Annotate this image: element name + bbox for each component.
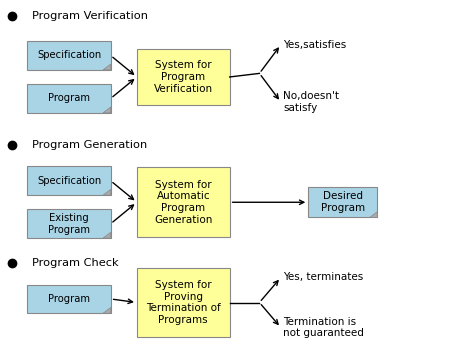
Text: No,doesn't
satisfy: No,doesn't satisfy bbox=[283, 91, 339, 113]
Text: System for
Program
Verification: System for Program Verification bbox=[154, 61, 213, 93]
Text: Yes,satisfies: Yes,satisfies bbox=[283, 40, 347, 50]
FancyBboxPatch shape bbox=[27, 84, 110, 113]
FancyBboxPatch shape bbox=[137, 268, 229, 337]
Text: Existing
Program: Existing Program bbox=[48, 213, 90, 234]
FancyBboxPatch shape bbox=[137, 49, 229, 105]
Polygon shape bbox=[103, 308, 110, 313]
FancyBboxPatch shape bbox=[27, 41, 110, 70]
Text: Specification: Specification bbox=[37, 176, 101, 186]
FancyBboxPatch shape bbox=[27, 209, 110, 238]
Text: Specification: Specification bbox=[37, 50, 101, 61]
Text: Termination is
not guaranteed: Termination is not guaranteed bbox=[283, 317, 364, 338]
FancyBboxPatch shape bbox=[27, 285, 110, 313]
FancyBboxPatch shape bbox=[27, 166, 110, 195]
Polygon shape bbox=[103, 107, 110, 113]
Text: System for
Automatic
Program
Generation: System for Automatic Program Generation bbox=[154, 180, 212, 225]
Polygon shape bbox=[103, 232, 110, 238]
Text: Yes, terminates: Yes, terminates bbox=[283, 272, 364, 282]
FancyBboxPatch shape bbox=[137, 168, 229, 237]
Polygon shape bbox=[369, 212, 377, 217]
Text: Program Check: Program Check bbox=[32, 258, 119, 268]
Polygon shape bbox=[103, 189, 110, 195]
Text: System for
Proving
Termination of
Programs: System for Proving Termination of Progra… bbox=[146, 280, 221, 325]
Text: Program: Program bbox=[48, 294, 90, 304]
Text: Program Generation: Program Generation bbox=[32, 140, 148, 150]
Text: Desired
Program: Desired Program bbox=[321, 192, 365, 213]
FancyBboxPatch shape bbox=[308, 187, 377, 217]
Text: Program: Program bbox=[48, 93, 90, 103]
Polygon shape bbox=[103, 64, 110, 70]
Text: Program Verification: Program Verification bbox=[32, 11, 149, 21]
